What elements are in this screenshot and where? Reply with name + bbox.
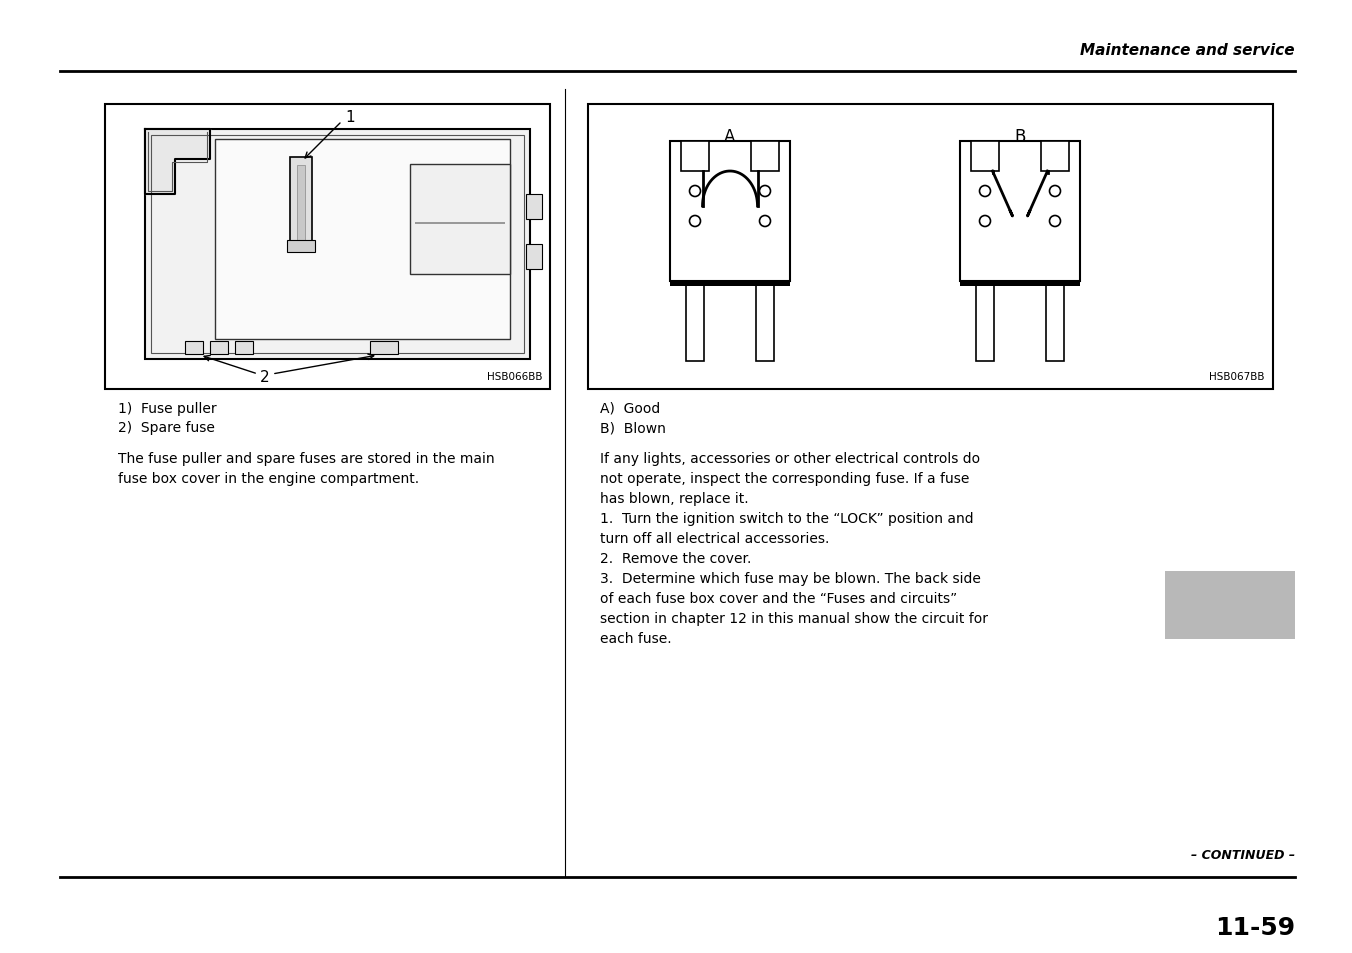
Bar: [370, 341, 397, 355]
Bar: [297, 166, 306, 245]
Text: 11-59: 11-59: [1215, 915, 1295, 939]
Text: A: A: [725, 128, 735, 146]
Bar: [960, 142, 1080, 282]
Polygon shape: [145, 130, 210, 194]
Text: HSB066BB: HSB066BB: [487, 372, 542, 381]
Bar: [235, 341, 253, 355]
Text: HSB067BB: HSB067BB: [1210, 372, 1265, 381]
Bar: [415, 223, 506, 225]
Text: B)  Blown: B) Blown: [600, 420, 667, 435]
Bar: [215, 140, 510, 339]
Circle shape: [979, 216, 991, 227]
Circle shape: [690, 186, 700, 197]
Text: B: B: [1014, 128, 1026, 146]
Bar: [750, 142, 779, 172]
Circle shape: [979, 186, 991, 197]
Circle shape: [690, 216, 700, 227]
Text: 1)  Fuse puller: 1) Fuse puller: [118, 401, 216, 416]
Bar: [287, 241, 315, 253]
Bar: [960, 282, 1080, 287]
Bar: [151, 136, 525, 354]
Bar: [145, 130, 530, 359]
Bar: [685, 282, 704, 361]
Text: 2: 2: [260, 370, 270, 385]
Text: 1: 1: [345, 111, 354, 126]
Bar: [588, 105, 1274, 390]
Bar: [1041, 142, 1069, 172]
Bar: [185, 341, 203, 355]
Text: Maintenance and service: Maintenance and service: [1080, 43, 1295, 58]
Text: – CONTINUED –: – CONTINUED –: [1191, 848, 1295, 862]
Bar: [526, 245, 542, 270]
Bar: [971, 142, 999, 172]
Bar: [105, 105, 550, 390]
Bar: [671, 142, 790, 282]
Bar: [976, 282, 994, 361]
Text: The fuse puller and spare fuses are stored in the main
fuse box cover in the eng: The fuse puller and spare fuses are stor…: [118, 452, 495, 485]
Circle shape: [760, 186, 771, 197]
Circle shape: [1049, 216, 1060, 227]
Bar: [210, 341, 228, 355]
Bar: [410, 165, 510, 274]
Bar: [289, 158, 312, 253]
Circle shape: [760, 216, 771, 227]
Bar: [756, 282, 773, 361]
Bar: [526, 194, 542, 220]
Circle shape: [1049, 186, 1060, 197]
Bar: [671, 282, 790, 287]
Bar: [1165, 572, 1295, 639]
Text: A)  Good: A) Good: [600, 401, 660, 416]
Bar: [1046, 282, 1064, 361]
Text: 2)  Spare fuse: 2) Spare fuse: [118, 420, 215, 435]
Text: If any lights, accessories or other electrical controls do
not operate, inspect : If any lights, accessories or other elec…: [600, 452, 988, 646]
Bar: [681, 142, 708, 172]
